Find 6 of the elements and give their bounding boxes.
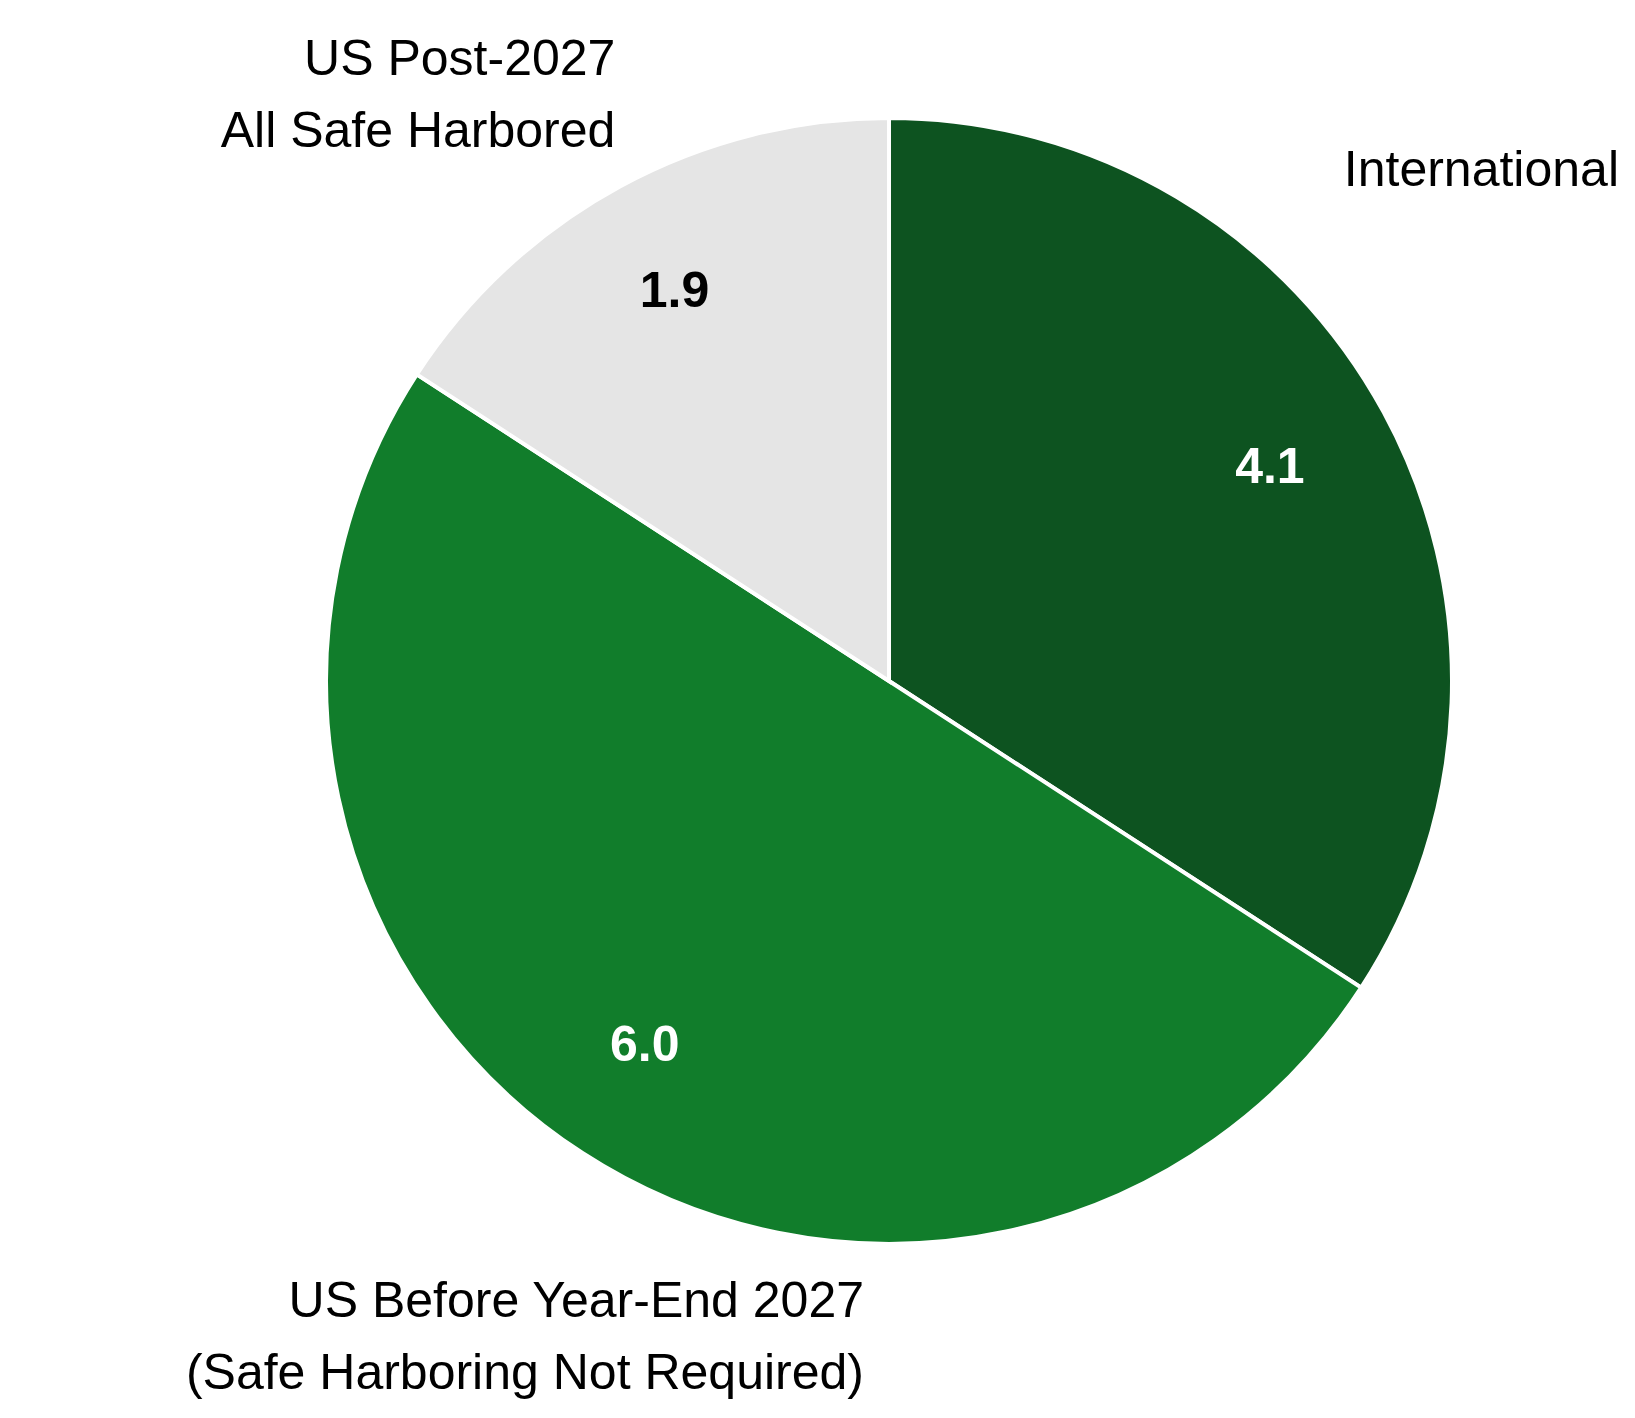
- slice-label: US Post-2027 All Safe Harbored: [220, 29, 616, 158]
- slice-label: International: [1343, 141, 1619, 198]
- data-label: 1.9: [639, 262, 710, 319]
- slice-label: US Before Year-End 2027 (Safe Harboring Not Required): [185, 1272, 864, 1400]
- data-label: 4.1: [1235, 438, 1305, 495]
- data-label: 6.0: [610, 1016, 680, 1073]
